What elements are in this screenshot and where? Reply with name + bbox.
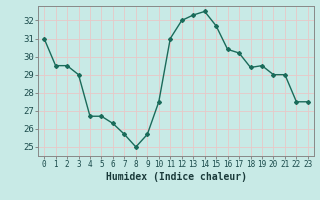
X-axis label: Humidex (Indice chaleur): Humidex (Indice chaleur)	[106, 172, 246, 182]
